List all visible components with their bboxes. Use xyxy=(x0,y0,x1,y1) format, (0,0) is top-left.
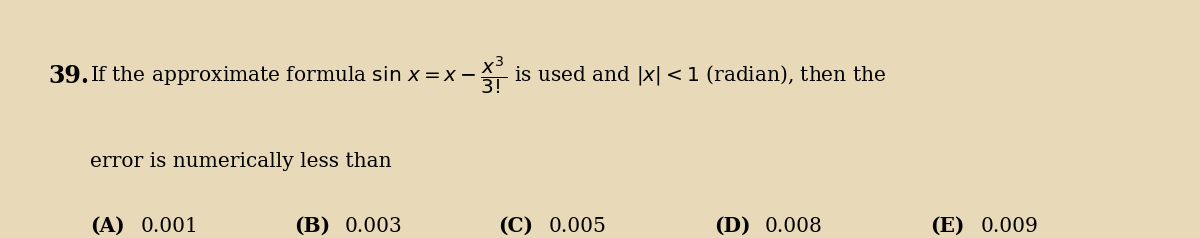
Text: 0.005: 0.005 xyxy=(548,217,606,236)
Text: If the approximate formula $\sin\,x = x - \dfrac{x^3}{3!}$ is used and $|x| < 1$: If the approximate formula $\sin\,x = x … xyxy=(90,55,886,97)
Text: (A): (A) xyxy=(90,216,125,236)
Text: 0.003: 0.003 xyxy=(344,217,402,236)
Text: 39.: 39. xyxy=(48,64,89,88)
Text: (B): (B) xyxy=(294,216,330,236)
Text: 0.008: 0.008 xyxy=(764,217,822,236)
Text: error is numerically less than: error is numerically less than xyxy=(90,152,391,171)
Text: 0.009: 0.009 xyxy=(980,217,1038,236)
Text: (D): (D) xyxy=(714,216,750,236)
Text: 0.001: 0.001 xyxy=(140,217,198,236)
Text: (E): (E) xyxy=(930,216,965,236)
Text: (C): (C) xyxy=(498,216,533,236)
